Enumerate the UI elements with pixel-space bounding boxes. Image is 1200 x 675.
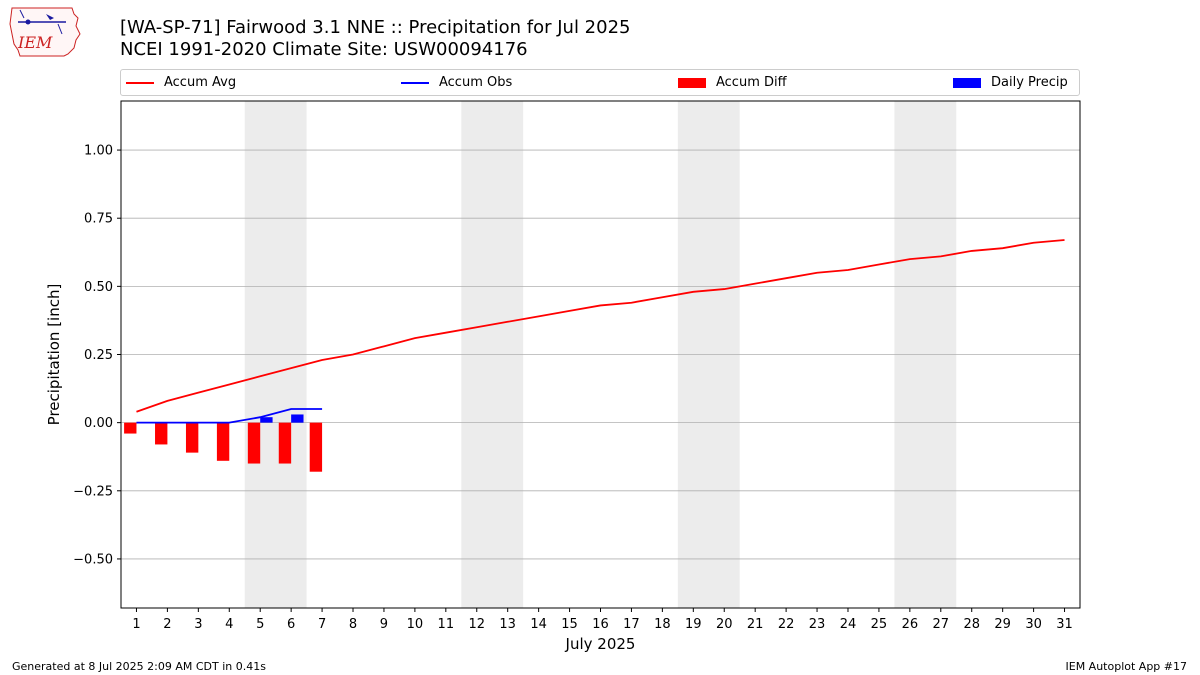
chart-title: [WA-SP-71] Fairwood 3.1 NNE :: Precipita… (120, 17, 630, 61)
x-tick-label-28: 28 (963, 617, 980, 632)
footer-generated: Generated at 8 Jul 2025 2:09 AM CDT in 0… (12, 660, 266, 673)
x-axis-label: July 2025 (565, 635, 636, 653)
y-tick-label-1: −0.25 (73, 484, 113, 499)
x-tick-label-31: 31 (1056, 617, 1073, 632)
x-tick-label-22: 22 (778, 617, 795, 632)
x-tick-label-16: 16 (592, 617, 609, 632)
accum-diff-bar-4 (216, 422, 230, 461)
legend-item-daily-precip: Daily Precip (953, 70, 1068, 95)
accum-diff-bar-1 (124, 422, 137, 434)
x-tick-label-17: 17 (623, 617, 640, 632)
y-tick-label-2: 0.00 (84, 416, 113, 431)
legend-swatch-daily-precip (953, 77, 981, 88)
x-tick-label-19: 19 (685, 617, 702, 632)
y-tick-label-5: 0.75 (84, 212, 113, 227)
x-tick-label-18: 18 (654, 617, 671, 632)
x-tick-label-25: 25 (871, 617, 888, 632)
x-tick-label-29: 29 (994, 617, 1011, 632)
x-tick-label-10: 10 (407, 617, 424, 632)
iem-logo: IEM (9, 7, 81, 57)
x-tick-label-6: 6 (287, 617, 295, 632)
y-tick-label-4: 0.50 (84, 280, 113, 295)
x-tick-label-5: 5 (256, 617, 264, 632)
logo-text: IEM (17, 33, 53, 52)
x-tick-label-30: 30 (1025, 617, 1042, 632)
x-tick-label-21: 21 (747, 617, 764, 632)
x-tick-label-11: 11 (438, 617, 455, 632)
x-tick-label-24: 24 (840, 617, 857, 632)
x-tick-label-23: 23 (809, 617, 826, 632)
x-tick-label-8: 8 (349, 617, 357, 632)
legend-swatch-accum-diff (678, 77, 706, 88)
legend-swatch-accum-avg (126, 81, 154, 84)
legend-item-accum-avg: Accum Avg (126, 70, 236, 95)
x-tick-label-9: 9 (380, 617, 388, 632)
x-tick-label-14: 14 (530, 617, 547, 632)
x-tick-label-3: 3 (194, 617, 202, 632)
y-tick-label-0: −0.50 (73, 552, 113, 567)
x-tick-label-1: 1 (132, 617, 140, 632)
y-axis-label: Precipitation [inch] (45, 284, 63, 426)
legend-label-accum-obs: Accum Obs (439, 75, 513, 90)
y-tick-label-3: 0.25 (84, 348, 113, 363)
accum-avg-line (136, 239, 1065, 413)
accum-diff-bar-2 (155, 422, 168, 445)
y-tick-label-6: 1.00 (84, 144, 113, 159)
x-tick-label-12: 12 (468, 617, 485, 632)
legend-label-daily-precip: Daily Precip (991, 75, 1068, 90)
x-tick-label-26: 26 (902, 617, 919, 632)
x-tick-label-13: 13 (499, 617, 516, 632)
x-tick-label-7: 7 (318, 617, 326, 632)
x-tick-label-20: 20 (716, 617, 733, 632)
legend-label-accum-avg: Accum Avg (164, 75, 237, 90)
title-line-1: [WA-SP-71] Fairwood 3.1 NNE :: Precipita… (120, 17, 631, 38)
legend-label-accum-diff: Accum Diff (716, 75, 787, 90)
accum-diff-bar-3 (185, 422, 199, 453)
x-tick-label-27: 27 (933, 617, 950, 632)
legend-item-accum-obs: Accum Obs (401, 70, 512, 95)
daily-precip-bar-6 (291, 414, 304, 423)
x-tick-label-4: 4 (225, 617, 233, 632)
legend-item-accum-diff: Accum Diff (678, 70, 787, 95)
accum-diff-bar-6 (278, 422, 292, 464)
accum-diff-bar-5 (247, 422, 261, 464)
accum-obs-line (136, 408, 323, 424)
daily-precip-bar-5 (260, 417, 273, 423)
legend-swatch-accum-obs (401, 81, 429, 84)
x-tick-label-2: 2 (163, 617, 171, 632)
x-tick-label-15: 15 (561, 617, 578, 632)
title-line-2: NCEI 1991-2020 Climate Site: USW00094176 (120, 39, 528, 60)
footer-app: IEM Autoplot App #17 (1065, 660, 1188, 673)
accum-diff-bar-7 (309, 422, 323, 472)
chart-legend: Accum Avg Accum Obs Accum Diff Daily Pre… (120, 69, 1080, 96)
